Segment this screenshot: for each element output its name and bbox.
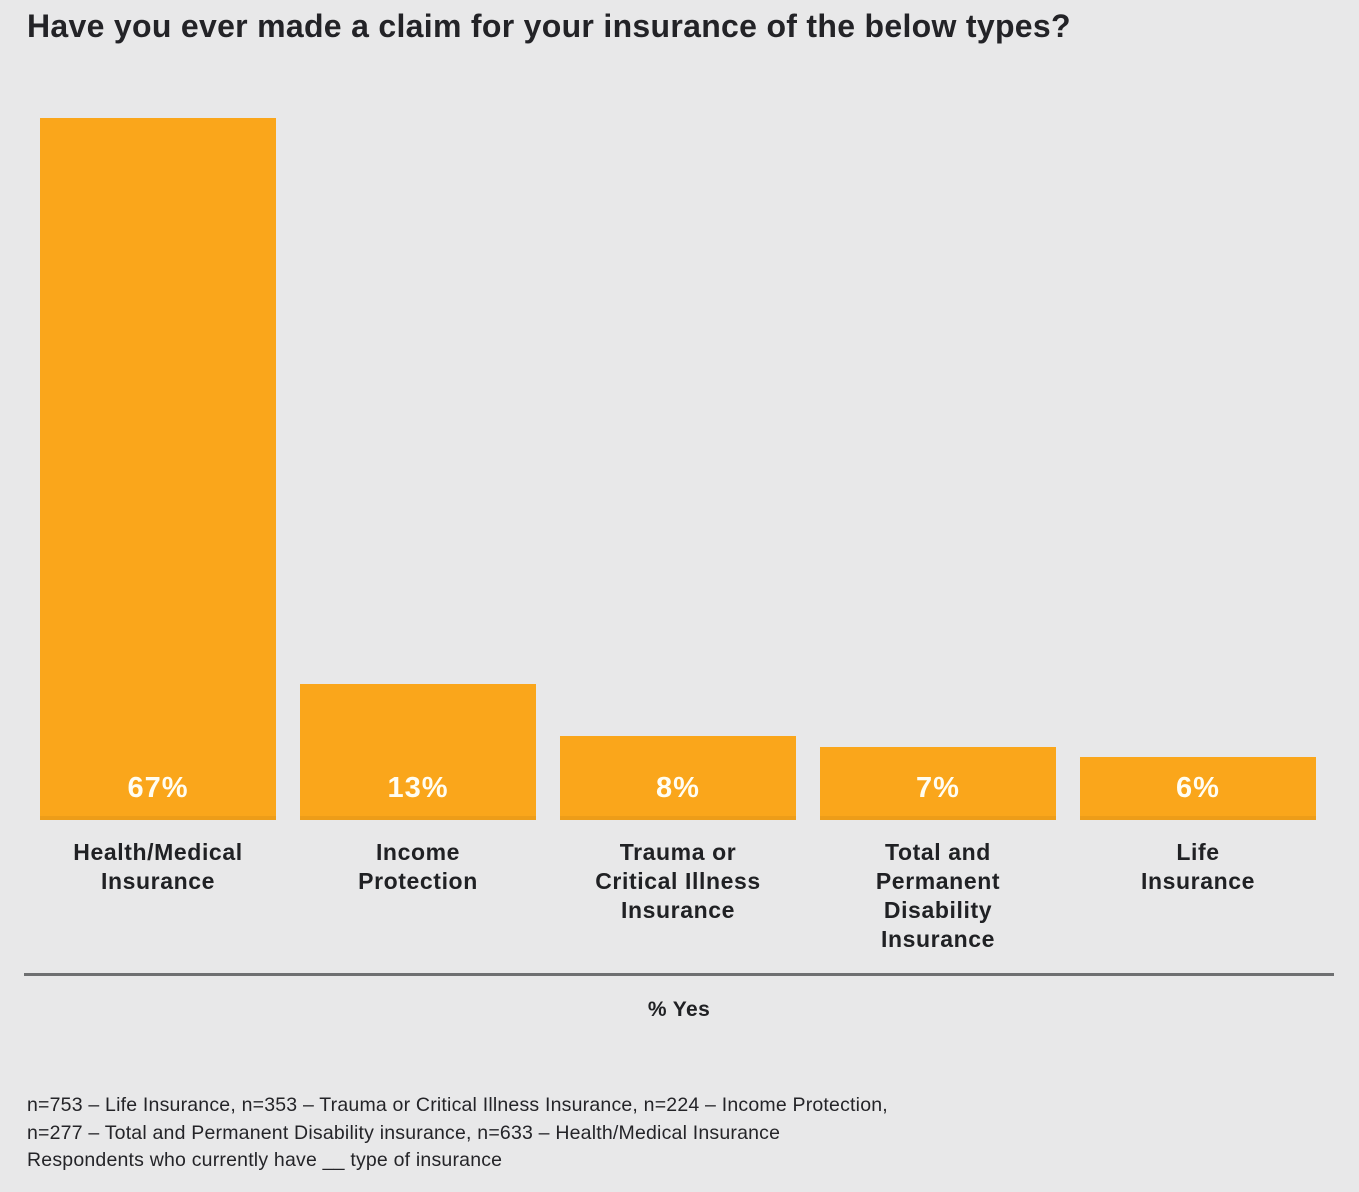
bar-value-label-1: 13% — [387, 772, 449, 804]
category-label-3: Total and Permanent Disability Insurance — [875, 839, 1001, 952]
x-axis-line — [24, 973, 1334, 976]
chart-title: Have you ever made a claim for your insu… — [27, 8, 1071, 44]
x-axis-label: % Yes — [647, 998, 711, 1021]
bar-0: 67% — [40, 118, 276, 820]
bar-4: 6% — [1080, 757, 1316, 820]
category-labels-row: Health/Medical Insurance Income Protectio… — [40, 838, 1316, 954]
category-label-4: Life Insurance — [1140, 839, 1256, 894]
category-label-0: Health/Medical Insurance — [73, 839, 243, 894]
footnote: n=753 – Life Insurance, n=353 – Trauma o… — [27, 1092, 888, 1175]
footnote-line-2: n=277 – Total and Permanent Disability i… — [27, 1121, 781, 1144]
category-label-1: Income Protection — [358, 839, 478, 894]
bar-value-label-0: 67% — [127, 772, 189, 804]
bar-3: 7% — [820, 747, 1056, 820]
footnote-line-1: n=753 – Life Insurance, n=353 – Trauma o… — [27, 1094, 888, 1116]
bars-plot-area: 67% 13% 8% 7% 6% — [40, 118, 1316, 820]
footnote-line-3: Respondents who currently have __ type o… — [27, 1149, 503, 1171]
bar-value-label-2: 8% — [656, 772, 700, 804]
bar-value-label-3: 7% — [916, 772, 960, 804]
bar-1: 13% — [300, 684, 536, 820]
bar-value-label-4: 6% — [1176, 772, 1220, 804]
category-label-2: Trauma or Critical Illness Insurance — [595, 839, 761, 923]
bar-2: 8% — [560, 736, 796, 820]
